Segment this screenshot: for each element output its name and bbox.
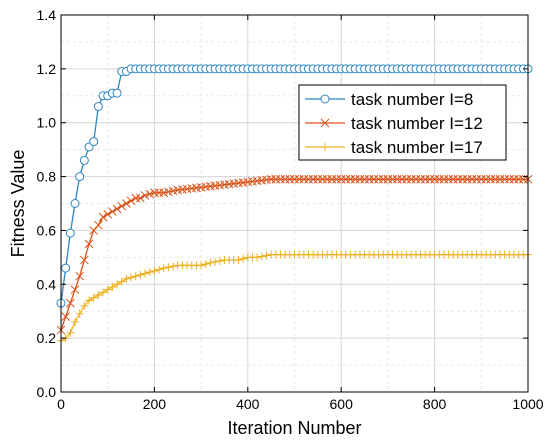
data-point [117,201,127,211]
data-point [112,88,122,98]
y-tick-label: 0.2 [37,330,57,346]
data-point [206,258,215,267]
data-point [159,264,168,273]
data-point [79,155,89,165]
data-point [234,256,243,265]
data-point [169,262,178,271]
legend-marker [321,143,329,151]
data-point [262,251,271,260]
data-point [65,228,75,238]
data-point [201,260,210,269]
data-point [71,317,80,326]
y-tick-label: 1.0 [37,115,57,131]
x-tick-label: 1000 [512,396,543,412]
data-point [112,204,122,214]
data-point [89,137,99,147]
data-point [70,199,80,208]
y-tick-label: 0.8 [37,169,57,185]
data-point [150,266,159,275]
legend-label-i12: task number I=12 [351,114,483,133]
data-point [85,296,94,305]
series-1 [56,174,533,335]
legend-label-i8: task number I=8 [351,90,473,109]
y-tick-label: 1.2 [37,61,57,77]
legend-marker [320,94,330,104]
data-point [94,220,103,230]
y-tick-label: 0.4 [37,276,57,292]
x-tick-label: 200 [143,396,167,412]
data-point [108,207,117,216]
axis-ticks: 0 200 400 600 800 1000 0.0 0.2 0.4 0.6 0.8 1.0 1.2 1.… [37,7,544,412]
data-point [197,261,206,270]
data-point [66,328,75,337]
data-point [94,291,103,300]
data-point [145,268,154,277]
data-point [75,309,84,318]
data-point [239,254,248,263]
data-point [75,172,85,182]
y-tick-label: 0.6 [37,222,57,238]
data-point [117,277,126,286]
data-point [108,282,117,291]
data-point [89,293,98,302]
data-point [155,265,164,274]
data-point [136,193,145,203]
data-point [79,255,89,265]
x-tick-label: 0 [57,396,65,412]
x-tick-label: 800 [423,396,447,412]
data-point [122,199,131,208]
data-point [84,239,94,249]
x-tick-label: 600 [330,396,354,412]
data-point [61,263,71,273]
data-point [131,272,140,281]
data-point [126,196,136,206]
series-layer [56,64,533,345]
legend-marker [320,118,330,128]
data-point [103,209,113,219]
legend-entry-i8: task number I=8 [305,90,473,109]
data-point [98,212,108,222]
data-point [127,273,136,282]
data-point [215,256,224,265]
data-point [93,102,103,112]
series-2 [57,250,532,345]
data-point [89,226,99,235]
data-point [103,285,112,294]
y-tick-label: 1.4 [37,7,57,23]
legend-entry-i12: task number I=12 [305,114,483,133]
data-point [257,252,266,261]
legend-label-i17: task number I=17 [351,138,483,157]
legend: task number I=8 task number I=12 task nu… [298,84,507,161]
data-point [80,301,89,310]
data-point [99,288,108,297]
data-point [136,270,145,279]
data-point [113,280,122,289]
x-tick-label: 400 [236,396,260,412]
y-tick-label: 0.0 [37,384,57,400]
data-point [61,312,71,321]
data-point [65,298,75,308]
legend-entry-i17: task number I=17 [305,138,483,157]
plot-frame [60,14,529,393]
data-point [122,274,131,283]
data-point [211,257,220,266]
y-axis-title: Fitness Value [8,150,28,258]
data-point [164,263,173,272]
data-point [253,253,262,262]
x-axis-title: Iteration Number [227,418,361,438]
data-point [75,271,85,281]
data-point [70,285,80,295]
data-point [141,269,150,278]
